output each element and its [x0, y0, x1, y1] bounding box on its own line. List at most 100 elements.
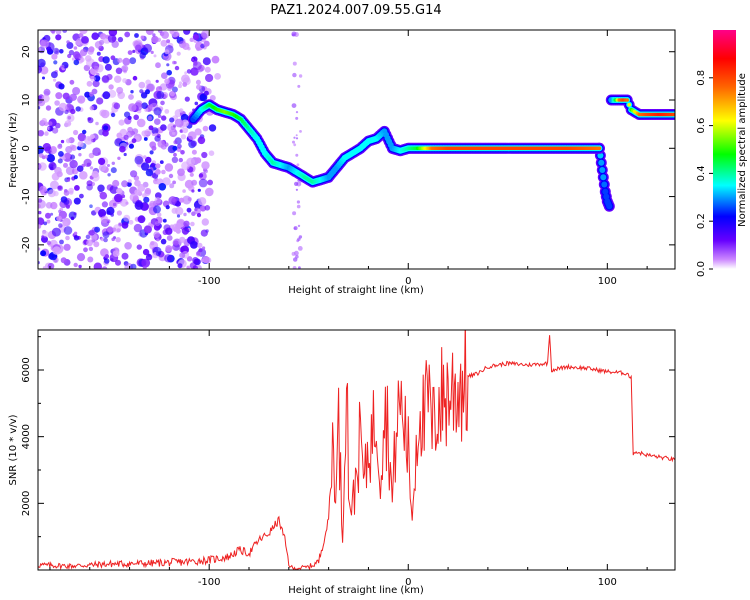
noise-speck — [298, 266, 301, 269]
noise-speck — [182, 42, 190, 50]
ridge-point — [603, 189, 608, 194]
noise-speck — [159, 160, 164, 165]
noise-speck — [85, 234, 91, 240]
noise-speck — [123, 214, 131, 222]
noise-speck — [190, 221, 195, 227]
noise-speck — [143, 137, 148, 141]
noise-speck — [196, 213, 202, 218]
noise-speck — [68, 49, 75, 56]
noise-speck — [134, 201, 144, 210]
noise-speck — [202, 57, 211, 66]
noise-speck — [138, 81, 146, 89]
y-tick-label: -20 — [21, 237, 32, 253]
noise-speck — [192, 33, 199, 41]
noise-speck — [78, 32, 84, 38]
noise-speck — [164, 49, 170, 55]
noise-speck — [192, 265, 198, 269]
noise-speck — [291, 31, 297, 37]
noise-speck — [69, 190, 74, 195]
noise-speck — [178, 157, 183, 163]
spectrogram-xlabel: Height of straight line (km) — [288, 285, 424, 296]
noise-speck — [148, 125, 154, 131]
noise-speck — [122, 66, 127, 71]
noise-speck — [148, 104, 154, 109]
noise-speck — [191, 149, 197, 155]
noise-speck — [51, 227, 61, 237]
noise-speck — [200, 30, 210, 39]
noise-speck — [46, 219, 51, 224]
spectrogram-frame — [37, 29, 676, 270]
noise-speck — [297, 179, 300, 182]
noise-speck — [295, 134, 298, 137]
noise-speck — [113, 102, 121, 110]
noise-speck — [139, 52, 146, 59]
noise-speck — [38, 106, 41, 110]
noise-speck — [205, 73, 214, 83]
noise-speck — [117, 57, 123, 63]
noise-speck — [43, 88, 51, 96]
noise-speck — [92, 147, 101, 156]
noise-speck — [118, 119, 125, 126]
noise-speck — [174, 118, 184, 128]
noise-speck — [60, 257, 67, 264]
noise-speck — [73, 197, 81, 205]
noise-speck — [125, 139, 129, 143]
noise-speck — [53, 78, 57, 82]
noise-speck — [180, 134, 187, 140]
noise-speck — [41, 94, 50, 103]
noise-speck — [160, 124, 167, 131]
noise-speck — [47, 262, 55, 269]
noise-speck — [194, 207, 202, 215]
ridge-point — [625, 98, 629, 102]
noise-speck — [38, 58, 46, 68]
noise-speck — [93, 262, 102, 269]
noise-speck — [103, 237, 108, 243]
noise-speck — [65, 204, 70, 209]
noise-speck — [143, 155, 147, 159]
noise-speck — [157, 30, 163, 33]
noise-speck — [58, 102, 68, 112]
noise-speck — [123, 152, 127, 157]
noise-speck — [110, 213, 114, 217]
noise-speck — [38, 224, 42, 229]
noise-speck — [137, 215, 146, 224]
noise-speck — [47, 121, 53, 126]
noise-speck — [114, 193, 123, 203]
noise-speck — [116, 210, 122, 216]
noise-speck — [101, 266, 108, 269]
noise-speck — [128, 94, 134, 100]
noise-speck — [62, 221, 68, 227]
noise-speck — [173, 140, 178, 145]
colorbar-tick-label: 0.4 — [696, 165, 707, 181]
noise-speck — [173, 152, 177, 157]
noise-speck — [134, 189, 141, 196]
y-tick-label: 0 — [21, 145, 32, 151]
noise-speck — [43, 221, 48, 226]
noise-speck — [69, 79, 75, 85]
noise-speck — [79, 30, 88, 35]
noise-speck — [69, 144, 75, 150]
noise-speck — [42, 266, 47, 269]
noise-speck — [54, 100, 60, 106]
noise-speck — [90, 75, 96, 82]
noise-speck — [89, 166, 94, 170]
noise-speck — [66, 40, 70, 44]
noise-speck — [214, 73, 222, 80]
noise-speck — [123, 134, 129, 140]
noise-speck — [181, 227, 190, 235]
noise-speck — [104, 63, 112, 71]
noise-speck — [158, 86, 162, 90]
noise-speck — [295, 153, 299, 157]
noise-speck — [66, 178, 70, 182]
noise-speck — [124, 31, 131, 38]
noise-speck — [73, 262, 78, 268]
noise-speck — [56, 215, 62, 222]
noise-speck — [211, 55, 220, 64]
noise-speck — [38, 47, 42, 51]
noise-speck — [98, 157, 106, 165]
noise-speck — [179, 252, 186, 259]
noise-speck — [184, 96, 190, 102]
noise-speck — [192, 61, 202, 71]
noise-speck — [88, 229, 95, 236]
